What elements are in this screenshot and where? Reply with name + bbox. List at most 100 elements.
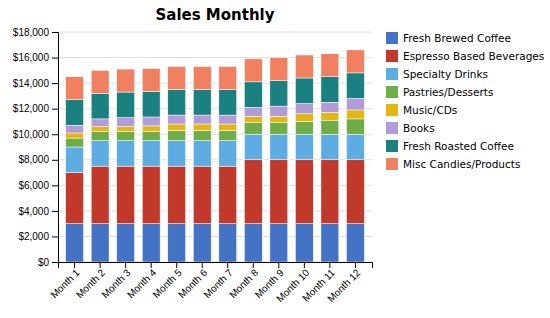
chart: $0$2,000$4,000$6,000$8,000$10,000$12,000… <box>0 0 550 318</box>
bar <box>66 173 84 224</box>
legend-swatch <box>386 50 398 62</box>
bar <box>117 69 135 92</box>
tick-mark <box>52 134 58 135</box>
bar <box>66 125 84 133</box>
bar <box>168 224 186 262</box>
series <box>66 98 365 133</box>
bar <box>117 224 135 262</box>
bar <box>142 224 160 262</box>
bar <box>66 138 84 147</box>
tick: $6,000 <box>18 180 58 191</box>
bar <box>168 166 186 224</box>
tick-label: $0 <box>38 257 50 268</box>
y-axis: $0$2,000$4,000$6,000$8,000$10,000$12,000… <box>13 27 59 268</box>
tick: $18,000 <box>13 27 58 38</box>
bar <box>117 141 135 167</box>
bar <box>295 78 313 104</box>
bars <box>66 50 365 262</box>
legend-label: Specialty Drinks <box>403 68 488 80</box>
bar <box>295 114 313 122</box>
tick-label: $12,000 <box>13 103 50 114</box>
bar <box>91 141 109 167</box>
bar <box>66 133 84 138</box>
tick: $2,000 <box>18 231 58 242</box>
legend: Fresh Brewed Coffee Espresso Based Bevera… <box>386 32 544 170</box>
tick-mark <box>304 262 305 268</box>
tick: $12,000 <box>13 103 58 114</box>
legend-item: Espresso Based Beverages <box>386 50 544 62</box>
bar <box>346 98 364 110</box>
legend-item: Music/CDs <box>386 104 457 116</box>
tick: $10,000 <box>13 129 58 140</box>
bar <box>91 224 109 262</box>
tick-label: $6,000 <box>18 180 49 191</box>
bar <box>193 115 211 124</box>
x-axis: Month 1Month 2Month 3Month 4Month 5Month… <box>48 262 372 304</box>
bar <box>346 110 364 119</box>
bar <box>270 106 288 116</box>
series <box>66 110 365 138</box>
bar <box>66 100 84 126</box>
bar <box>219 130 237 140</box>
bar <box>295 134 313 160</box>
bar <box>321 134 339 160</box>
bar <box>117 132 135 141</box>
series <box>66 119 365 147</box>
legend-item: Specialty Drinks <box>386 68 488 80</box>
tick-label: $4,000 <box>18 206 49 217</box>
bar <box>244 123 262 135</box>
bar <box>270 116 288 122</box>
bar <box>321 224 339 262</box>
tick: $14,000 <box>13 78 58 89</box>
series <box>66 224 365 262</box>
bar <box>66 224 84 262</box>
bar <box>346 119 364 134</box>
bar <box>219 224 237 262</box>
bar <box>270 81 288 107</box>
bar <box>142 91 160 117</box>
bar <box>244 107 262 116</box>
tick: $0 <box>38 257 58 268</box>
grid-line <box>58 32 372 33</box>
legend-label: Fresh Brewed Coffee <box>403 32 511 44</box>
tick-mark <box>151 262 152 268</box>
bar <box>244 224 262 262</box>
bar <box>142 132 160 141</box>
tick-mark <box>52 262 58 263</box>
bar <box>66 77 84 100</box>
tick: $4,000 <box>18 206 58 217</box>
legend-label: Pastries/Desserts <box>403 86 493 98</box>
bar <box>219 124 237 130</box>
bar <box>193 141 211 167</box>
bar <box>91 166 109 224</box>
bar <box>244 116 262 122</box>
bar <box>346 224 364 262</box>
bar <box>91 132 109 141</box>
legend-item: Fresh Roasted Coffee <box>386 140 514 152</box>
bar <box>346 50 364 73</box>
legend-swatch <box>386 32 398 44</box>
legend-label: Music/CDs <box>403 104 457 116</box>
title: Sales Monthly <box>155 6 274 24</box>
bar <box>321 54 339 77</box>
bar <box>66 147 84 173</box>
tick-mark <box>176 262 177 268</box>
bar <box>91 119 109 127</box>
bar <box>346 134 364 160</box>
legend-item: Misc Candies/Products <box>386 158 520 170</box>
bar <box>244 134 262 160</box>
bar <box>193 124 211 130</box>
tick-mark <box>100 262 101 268</box>
legend-swatch <box>386 122 398 134</box>
tick-mark <box>52 109 58 110</box>
bar <box>193 166 211 224</box>
bar <box>321 113 339 121</box>
legend-swatch <box>386 104 398 116</box>
tick-mark <box>227 262 228 268</box>
tick-mark <box>52 211 58 212</box>
bar <box>142 117 160 126</box>
series <box>66 73 365 125</box>
series <box>66 160 365 224</box>
legend-label: Fresh Roasted Coffee <box>403 140 514 152</box>
series <box>66 134 365 172</box>
